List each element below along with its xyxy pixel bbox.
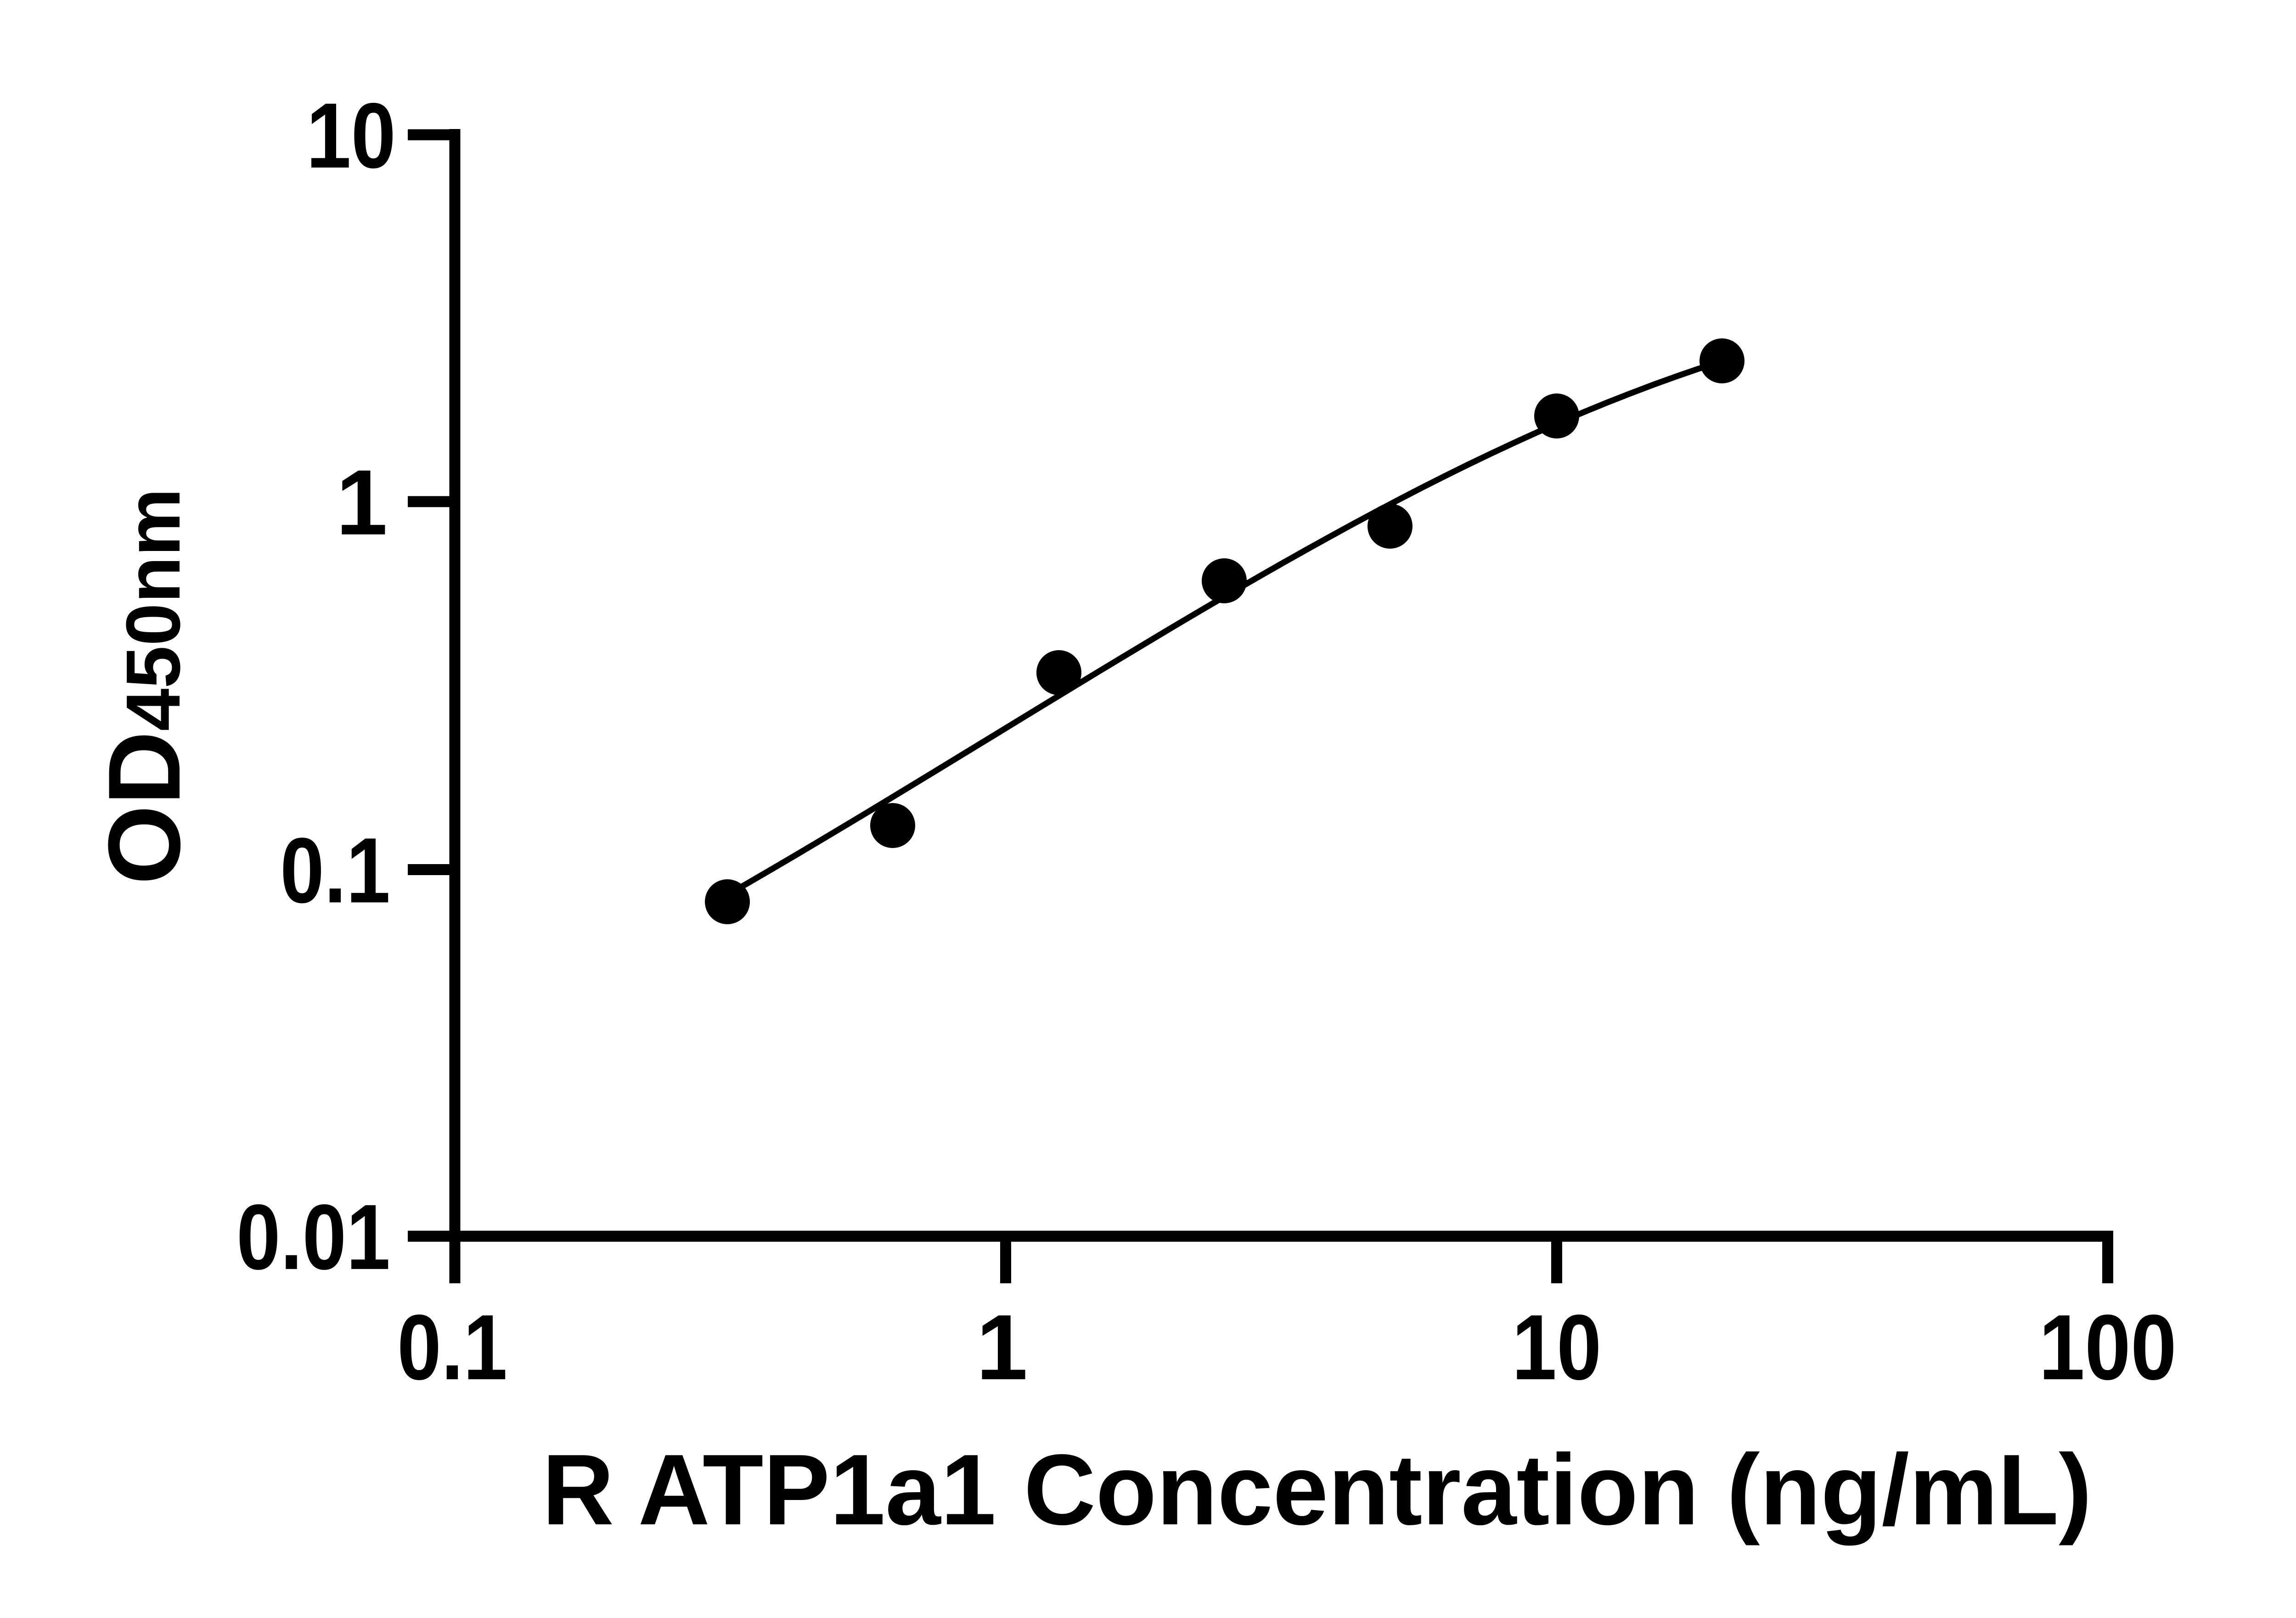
svg-text:OD450nm: OD450nm bbox=[87, 488, 202, 885]
svg-text:R ATP1a1 Concentration (ng/mL): R ATP1a1 Concentration (ng/mL) bbox=[542, 1434, 2092, 1546]
svg-text:1: 1 bbox=[336, 450, 388, 554]
svg-text:1: 1 bbox=[976, 1295, 1028, 1399]
svg-text:0.01: 0.01 bbox=[236, 1185, 390, 1289]
svg-text:0.1: 0.1 bbox=[397, 1295, 507, 1399]
svg-text:0.1: 0.1 bbox=[280, 818, 390, 922]
svg-text:10: 10 bbox=[1512, 1295, 1602, 1399]
svg-text:100: 100 bbox=[2039, 1295, 2177, 1399]
svg-text:10: 10 bbox=[306, 84, 396, 187]
